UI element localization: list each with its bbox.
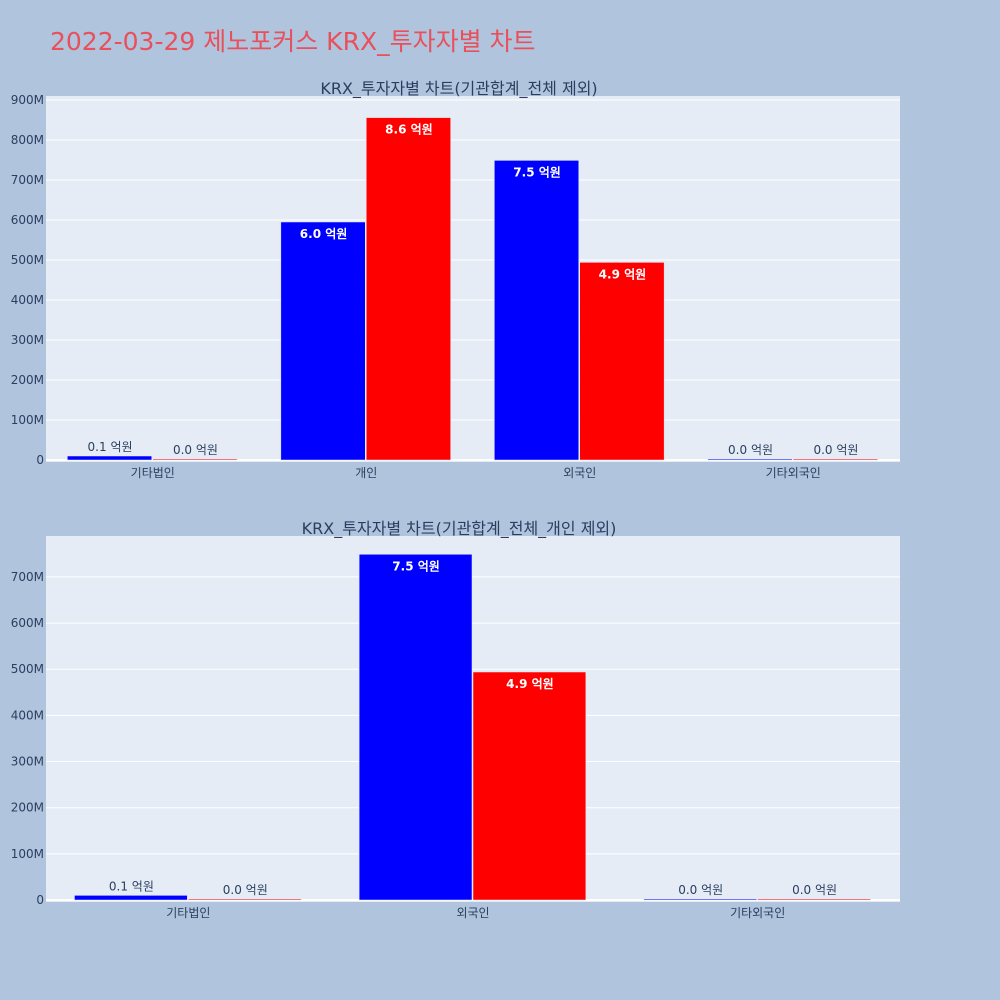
y-tick-label: 0 xyxy=(36,893,44,907)
x-tick-label: 외국인 xyxy=(563,466,596,480)
y-tick-label: 100M xyxy=(11,847,44,861)
bar-red xyxy=(188,898,302,901)
x-tick-label: 기타외국인 xyxy=(766,466,821,480)
bar-data-label: 7.5 억원 xyxy=(513,165,561,179)
y-tick-label: 500M xyxy=(11,253,44,267)
y-tick-label: 900M xyxy=(11,93,44,107)
bar-red xyxy=(472,671,587,901)
y-tick-label: 400M xyxy=(11,293,44,307)
y-tick-label: 500M xyxy=(11,662,44,676)
bar-data-label: 0.1 억원 xyxy=(109,879,154,893)
bar-blue xyxy=(643,898,757,901)
bar-red xyxy=(579,262,665,461)
bar-data-label: 0.0 억원 xyxy=(223,883,268,897)
y-tick-label: 300M xyxy=(11,333,44,347)
bar-data-label: 7.5 억원 xyxy=(392,559,440,573)
bar-blue xyxy=(707,458,793,461)
y-tick-label: 700M xyxy=(11,173,44,187)
chart-title: KRX_투자자별 차트(기관합계_전체 제외) xyxy=(320,79,597,99)
bar-data-label: 8.6 억원 xyxy=(385,123,433,137)
bar-blue xyxy=(280,221,366,461)
bar-data-label: 0.1 억원 xyxy=(88,440,133,454)
bar-blue xyxy=(67,455,152,461)
chart-1: 0 100M 200M 300M 400M 500M 600M 700M 800M 900M KRX… xyxy=(11,79,900,480)
bar-data-label: 0.0 억원 xyxy=(678,883,723,897)
y-tick-label: 600M xyxy=(11,616,44,630)
bar-red xyxy=(757,898,871,901)
bar-data-label: 0.0 억원 xyxy=(173,443,218,457)
y-tick-label: 400M xyxy=(11,708,44,722)
x-tick-label: 기타법인 xyxy=(166,906,210,920)
bar-blue xyxy=(74,895,188,901)
y-tick-label: 300M xyxy=(11,755,44,769)
bar-red xyxy=(793,458,878,461)
bar-red xyxy=(366,117,451,461)
bar-data-label: 0.0 억원 xyxy=(813,443,858,457)
x-tick-label: 기타외국인 xyxy=(730,906,785,920)
bar-data-label: 0.0 억원 xyxy=(728,443,773,457)
y-tick-label: 600M xyxy=(11,213,44,227)
chart-2: 0 100M 200M 300M 400M 500M 600M 700M KRX_투자자별 차트… xyxy=(11,519,900,920)
x-tick-label: 기타법인 xyxy=(131,466,175,480)
chart-title: KRX_투자자별 차트(기관합계_전체_개인 제외) xyxy=(302,519,617,539)
bar-data-label: 6.0 억원 xyxy=(300,227,348,241)
bar-red xyxy=(152,458,238,461)
x-tick-label: 개인 xyxy=(355,466,377,480)
bar-data-label: 4.9 억원 xyxy=(506,677,554,691)
page-title: 2022-03-29 제노포커스 KRX_투자자별 차트 xyxy=(50,27,536,56)
x-tick-label: 외국인 xyxy=(456,906,489,920)
y-tick-label: 200M xyxy=(11,373,44,387)
plot-area xyxy=(46,96,900,462)
bar-blue xyxy=(494,160,580,461)
y-tick-label: 0 xyxy=(36,453,44,467)
bar-data-label: 0.0 억원 xyxy=(792,883,837,897)
y-tick-label: 700M xyxy=(11,570,44,584)
y-tick-label: 100M xyxy=(11,413,44,427)
y-tick-label: 800M xyxy=(11,133,44,147)
bar-blue xyxy=(358,554,473,901)
bar-data-label: 4.9 억원 xyxy=(599,267,647,281)
y-tick-label: 200M xyxy=(11,801,44,815)
